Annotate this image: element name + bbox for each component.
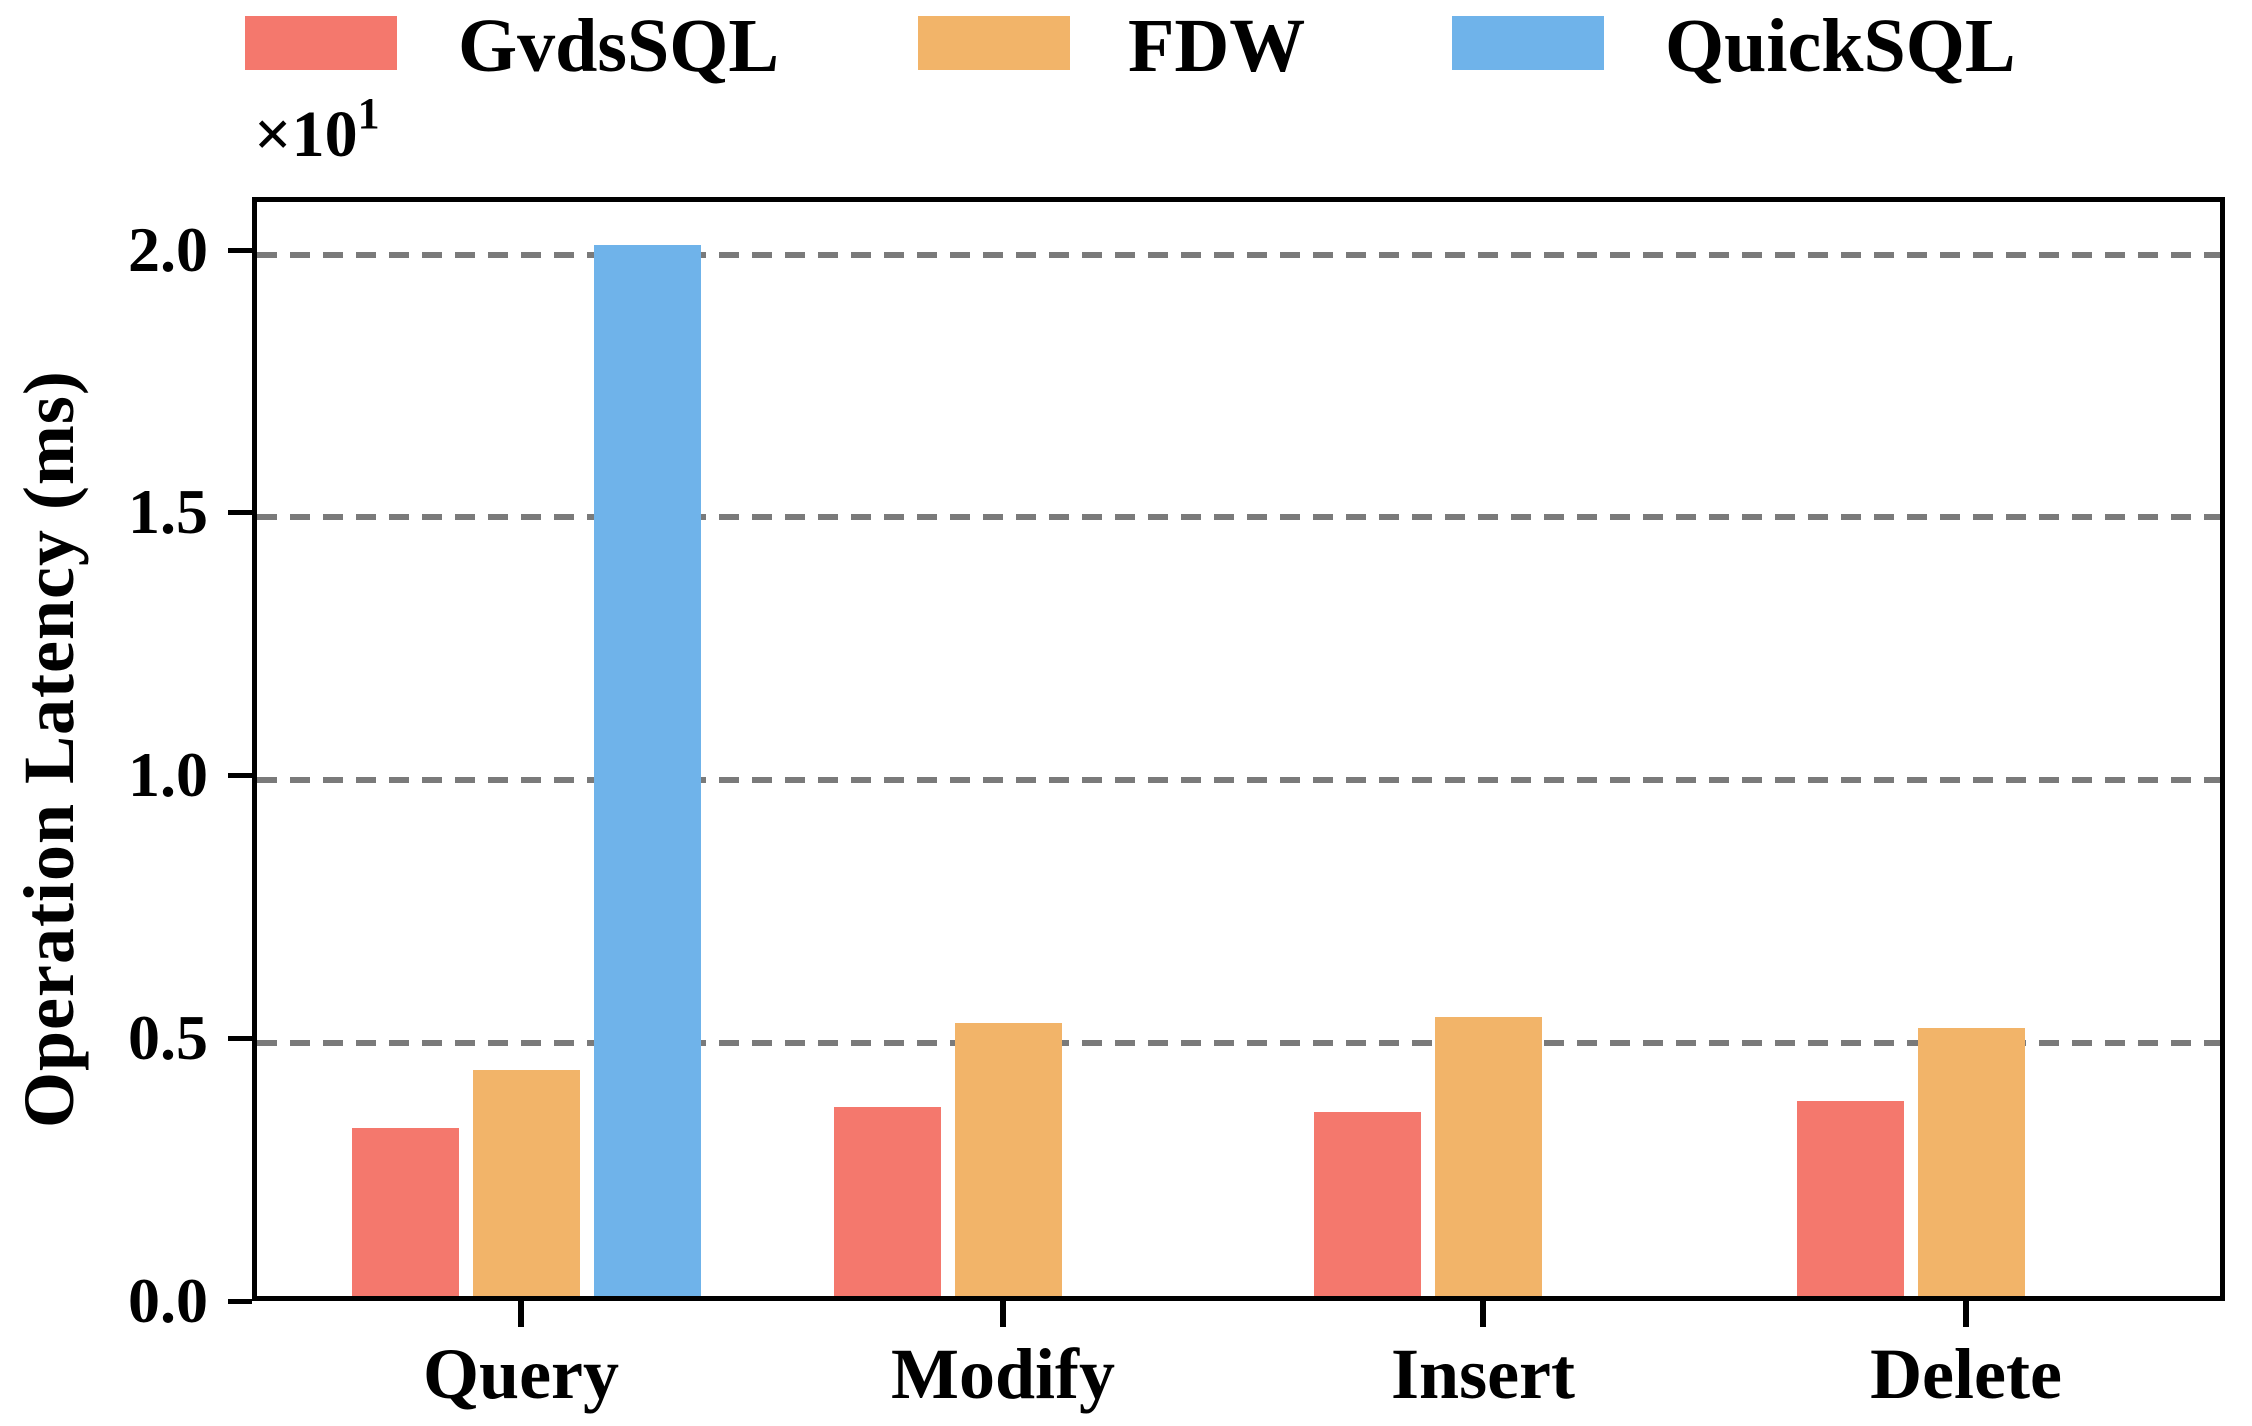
- gridline-0.5: [257, 1040, 2220, 1047]
- y-tick-label-0.0: 0.0: [128, 1265, 208, 1336]
- y-tick-mark-1.5: [228, 510, 252, 516]
- gridline-1.0: [257, 777, 2220, 784]
- y-axis-multiplier: ×101: [254, 92, 380, 171]
- x-tick-label-delete: Delete: [1870, 1334, 2062, 1414]
- legend-swatch-quicksql: [1452, 16, 1604, 70]
- legend-label-gvdssql: GvdsSQL: [458, 4, 780, 88]
- plot-area: [252, 197, 2225, 1301]
- legend-label-quicksql: QuickSQL: [1665, 4, 2016, 88]
- y-tick-mark-1.0: [228, 773, 252, 779]
- x-tick-mark-delete: [1963, 1301, 1969, 1327]
- gridline-1.5: [257, 514, 2220, 521]
- x-tick-mark-modify: [1000, 1301, 1006, 1327]
- x-tick-label-modify: Modify: [891, 1334, 1115, 1414]
- y-tick-label-1.0: 1.0: [128, 739, 208, 811]
- bar-quicksql-query: [593, 245, 701, 1296]
- y-tick-label-0.5: 0.5: [128, 1002, 208, 1074]
- bar-gvdssql-delete: [1796, 1101, 1904, 1296]
- legend-label-fdw: FDW: [1128, 4, 1306, 88]
- x-tick-label-insert: Insert: [1391, 1334, 1575, 1414]
- bar-fdw-insert: [1434, 1017, 1542, 1296]
- bar-gvdssql-query: [351, 1128, 459, 1296]
- y-axis-multiplier-exponent: 1: [357, 89, 380, 138]
- gridline-2.0: [257, 251, 2220, 258]
- legend-swatch-fdw: [918, 16, 1070, 70]
- legend-swatch-gvdssql: [245, 16, 397, 70]
- bar-fdw-modify: [954, 1023, 1062, 1296]
- bar-gvdssql-modify: [833, 1107, 941, 1296]
- bar-fdw-delete: [1917, 1028, 2025, 1296]
- y-tick-mark-0.0: [228, 1299, 252, 1304]
- y-tick-mark-0.5: [228, 1036, 252, 1042]
- y-tick-label-1.5: 1.5: [128, 476, 208, 548]
- y-tick-label-2.0: 2.0: [128, 213, 208, 285]
- bar-fdw-query: [472, 1070, 580, 1296]
- bar-gvdssql-insert: [1313, 1112, 1421, 1296]
- x-tick-mark-query: [518, 1301, 524, 1327]
- x-tick-label-query: Query: [423, 1334, 619, 1414]
- x-tick-mark-insert: [1480, 1301, 1486, 1327]
- y-axis-multiplier-base: ×10: [254, 98, 358, 171]
- y-tick-mark-2.0: [228, 247, 252, 253]
